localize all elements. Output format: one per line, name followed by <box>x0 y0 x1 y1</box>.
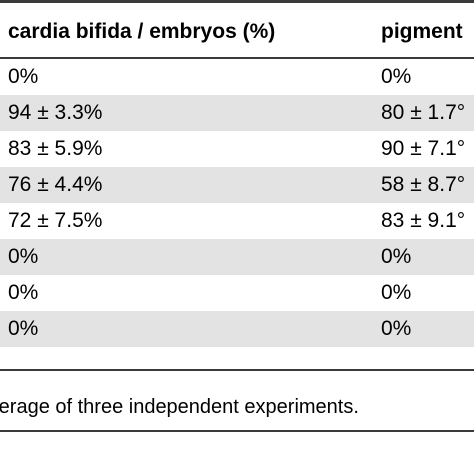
table-row: 83 ± 5.9% 90 ± 7.1° <box>0 131 474 167</box>
column-header-pigment: pigment <box>381 20 463 43</box>
cell-cardia-bifida: 0% <box>8 65 39 88</box>
cell-cardia-bifida: 83 ± 5.9% <box>8 137 103 160</box>
column-header-cardia-bifida: cardia bifida / embryos (%) <box>8 20 276 43</box>
table-header-row: cardia bifida / embryos (%) pigment <box>0 7 474 57</box>
cell-pigment: 0% <box>381 317 412 340</box>
cell-cardia-bifida: 72 ± 7.5% <box>8 209 103 232</box>
cell-cardia-bifida: 94 ± 3.3% <box>8 101 103 124</box>
cell-cardia-bifida: 0% <box>8 281 39 304</box>
footnote-text: rerage of three independent experiments. <box>0 396 359 418</box>
cell-pigment: 0% <box>381 65 412 88</box>
table-row: 0% 0% <box>0 59 474 95</box>
table-row: 72 ± 7.5% 83 ± 9.1° <box>0 203 474 239</box>
cell-cardia-bifida: 0% <box>8 317 39 340</box>
table-row: 94 ± 3.3% 80 ± 1.7° <box>0 95 474 131</box>
cell-pigment: 0% <box>381 245 412 268</box>
header-rule <box>0 57 474 59</box>
cell-pigment: 83 ± 9.1° <box>381 209 466 232</box>
cell-cardia-bifida: 76 ± 4.4% <box>8 173 103 196</box>
table-row: 76 ± 4.4% 58 ± 8.7° <box>0 167 474 203</box>
cell-pigment: 58 ± 8.7° <box>381 173 466 196</box>
cell-pigment: 90 ± 7.1° <box>381 137 466 160</box>
bottom-rule <box>0 369 474 371</box>
table-row: 0% 0% <box>0 275 474 311</box>
cell-pigment: 0% <box>381 281 412 304</box>
top-rule <box>0 0 474 3</box>
cell-cardia-bifida: 0% <box>8 245 39 268</box>
cell-pigment: 80 ± 1.7° <box>381 101 466 124</box>
footer-rule <box>0 430 474 432</box>
table-row: 0% 0% <box>0 311 474 347</box>
table-footnote: rerage of three independent experiments. <box>0 385 474 429</box>
table-row: 0% 0% <box>0 239 474 275</box>
